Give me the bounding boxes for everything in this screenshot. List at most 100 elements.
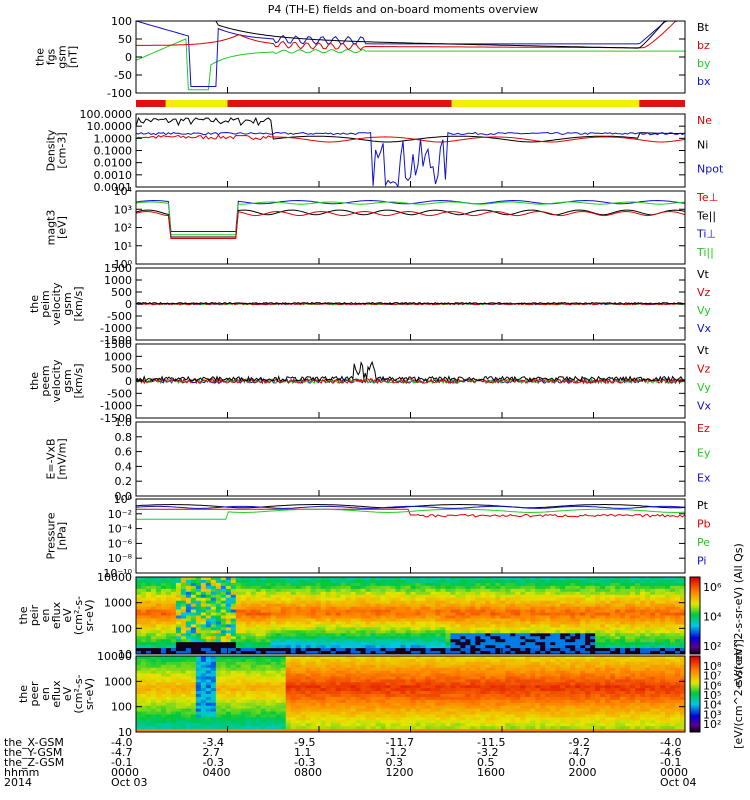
spectrogram-cell <box>405 588 412 593</box>
spectrogram-cell <box>410 720 417 724</box>
spectrogram-cell <box>545 648 551 652</box>
spectrogram-cell <box>145 705 152 710</box>
spectrogram-cell <box>285 656 292 660</box>
spectrogram-cell <box>280 705 287 710</box>
spectrogram-cell <box>655 591 661 596</box>
spectrogram-cell <box>250 714 257 718</box>
spectrogram-cell <box>510 642 516 646</box>
colorbar-segment <box>690 634 700 638</box>
spectrogram-cell <box>335 615 342 620</box>
spectrogram-cell <box>425 615 432 620</box>
spectrogram-cell <box>435 615 442 620</box>
spectrogram-cell <box>460 699 466 704</box>
spectrogram-cell <box>325 673 332 678</box>
spectrogram-cell <box>235 717 242 721</box>
spectrogram-cell <box>215 612 222 617</box>
spectrogram-cell <box>395 651 402 654</box>
spectrogram-cell <box>455 656 462 660</box>
spectrogram-cell <box>280 618 287 623</box>
spectrogram-cell <box>400 582 407 587</box>
spectrogram-cell <box>475 699 481 704</box>
spectrogram-cell <box>445 702 452 707</box>
spectrogram-cell <box>375 705 382 710</box>
spectrogram-cell <box>540 636 546 640</box>
spectrogram-cell <box>520 588 526 593</box>
spectrogram-cell <box>385 612 392 617</box>
spectrogram-cell <box>445 603 452 608</box>
spectrogram-cell <box>425 577 432 581</box>
spectrogram-cell <box>640 636 646 640</box>
spectrogram-cell <box>220 664 227 669</box>
spectrogram-cell <box>180 648 187 652</box>
spectrogram-cell <box>415 603 422 608</box>
spectrogram-cell <box>455 676 462 680</box>
spectrogram-cell <box>140 603 147 608</box>
spectrogram-cell <box>250 633 257 637</box>
spectrogram-cell <box>565 588 571 593</box>
spectrogram-cell <box>470 636 476 640</box>
spectrogram-cell <box>170 642 177 646</box>
spectrogram-cell <box>495 642 501 646</box>
spectrogram-cell <box>170 648 177 652</box>
spectrogram-cell <box>570 630 576 634</box>
spectrogram-cell <box>315 720 322 724</box>
spectrogram-cell <box>210 708 217 713</box>
spectrogram-cell <box>310 600 317 605</box>
spectrogram-cell <box>610 615 616 620</box>
y-tick-label: 50 <box>118 33 132 46</box>
spectrogram-cell <box>235 585 242 590</box>
y-axis-label-line: gsm <box>61 369 74 392</box>
spectrogram-cell <box>380 661 387 666</box>
spectrogram-cell <box>305 696 312 701</box>
spectrogram-cell <box>340 667 347 672</box>
spectrogram-cell <box>320 636 327 640</box>
spectrogram-cell <box>635 618 641 623</box>
spectrogram-cell <box>165 676 172 680</box>
spectrogram-cell <box>235 597 242 602</box>
spectrogram-cell <box>430 648 437 652</box>
spectrogram-cell <box>255 597 262 602</box>
spectrogram-cell <box>600 618 606 623</box>
spectrogram-cell <box>250 667 257 672</box>
spectrogram-cell <box>250 588 257 593</box>
spectrogram-cell <box>200 579 207 584</box>
spectrogram-cell <box>540 639 546 643</box>
spectrogram-cell <box>490 621 496 625</box>
y-axis-label-line: [nPa] <box>56 522 69 550</box>
spectrogram-cell <box>295 609 302 614</box>
spectrogram-cell <box>285 699 292 704</box>
spectrogram-cell <box>140 699 147 704</box>
spectrogram-cell <box>410 630 417 634</box>
spectrogram-cell <box>430 621 437 625</box>
spectrogram-cell <box>355 636 362 640</box>
spectrogram-cell <box>310 691 317 695</box>
spectrogram-cell <box>625 648 631 652</box>
spectrogram-cell <box>390 714 397 718</box>
spectrogram-cell <box>165 603 172 608</box>
spectrogram-cell <box>170 582 177 587</box>
spectrogram-cell <box>210 702 217 707</box>
spectrogram-cell <box>605 621 611 625</box>
spectrogram-cell <box>325 685 332 689</box>
spectrogram-cell <box>515 609 521 614</box>
spectrogram-cell <box>195 633 202 637</box>
spectrogram-cell <box>460 633 466 637</box>
spectrogram-cell <box>415 642 422 646</box>
spectrogram-cell <box>530 612 536 617</box>
spectrogram-cell <box>285 627 292 631</box>
spectrogram-cell <box>165 685 172 689</box>
spectrogram-cell <box>390 651 397 654</box>
spectrogram-cell <box>480 705 486 710</box>
spectrogram-cell <box>335 661 342 666</box>
spectrogram-cell <box>490 645 496 649</box>
spectrogram-cell <box>280 621 287 625</box>
colorbar-segment <box>690 611 700 615</box>
spectrogram-cell <box>200 696 207 701</box>
spectrogram-cell <box>425 699 432 704</box>
spectrogram-cell <box>280 676 287 680</box>
series-vt <box>136 301 685 305</box>
spectrogram-cell <box>355 582 362 587</box>
spectrogram-cell <box>260 651 267 654</box>
spectrogram-cell <box>580 591 586 596</box>
spectrogram-cell <box>395 714 402 718</box>
